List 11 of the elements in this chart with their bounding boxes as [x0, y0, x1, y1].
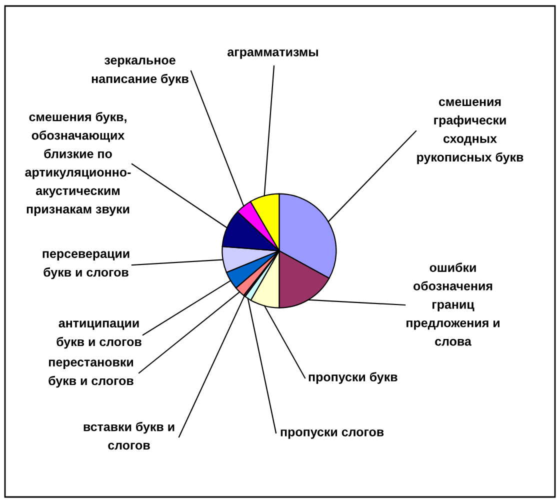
slice-label: смешения букв, обозначающих близкие по артикуляционно- акустическим признакам звуки: [25, 112, 131, 216]
slice-label: аграмматизмы: [228, 49, 318, 59]
slice-label: пропуски слогов: [280, 429, 384, 439]
slice-label: антиципации букв и слогов: [56, 320, 142, 349]
slice-label: пропуски букв: [308, 372, 398, 384]
slice-label: персеверации букв и слогов: [42, 251, 130, 280]
slice-label: ошибки обозначения границ предложения и слова: [406, 262, 500, 346]
slice-label: зеркальное написание букв: [92, 58, 188, 86]
slice-label: вставки букв и слогов: [84, 422, 174, 450]
slice-label: перестановки букв и слогов: [48, 360, 134, 388]
slice-label: смешения графически сходных рукописных букв: [417, 99, 524, 164]
